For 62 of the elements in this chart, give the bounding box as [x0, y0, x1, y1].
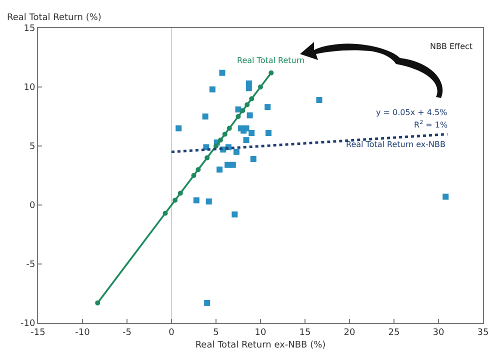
point: [209, 86, 216, 92]
x-tick-label: 30: [432, 328, 444, 338]
y-tick-label: -10: [20, 319, 36, 330]
point: [219, 70, 226, 76]
y-tick-label: 15: [24, 24, 36, 34]
point: [246, 85, 252, 92]
point: [226, 126, 232, 131]
y-tick-label: 0: [29, 201, 36, 212]
annotation: R$^{2}$ = 1%: [414, 119, 448, 130]
point: [204, 155, 210, 160]
x-tick-label: -10: [75, 328, 90, 338]
point: [266, 130, 272, 136]
point: [244, 102, 250, 108]
x-tick-label: 20: [344, 328, 356, 338]
y-tick-label: 5: [29, 142, 36, 152]
annotation: NBB Effect: [430, 42, 473, 51]
point: [204, 300, 210, 306]
x-tick-label: 15: [299, 328, 311, 338]
x-tick-label: 0: [168, 328, 175, 338]
point: [202, 114, 208, 120]
point: [224, 162, 231, 168]
point: [233, 148, 240, 155]
x-tick-label: -15: [30, 328, 46, 338]
point: [193, 197, 200, 204]
y-tick-label: 10: [24, 83, 36, 94]
point: [196, 167, 201, 172]
point: [178, 190, 183, 196]
point: [236, 114, 241, 119]
point: [249, 96, 254, 102]
y-tick-label: -5: [26, 260, 36, 270]
point: [230, 162, 236, 168]
x-tick-label: 10: [254, 328, 266, 338]
point: [232, 211, 238, 218]
point: [191, 173, 196, 178]
point: [248, 130, 255, 136]
series-label: Real Total Return ex-NBB: [346, 140, 446, 149]
point: [243, 137, 250, 144]
annotation: y = 0.05x + 4.5%: [376, 108, 448, 117]
point: [216, 166, 223, 173]
y-axis-title: Real Total Return (%): [7, 13, 102, 23]
point: [214, 144, 218, 148]
x-tick-label: 25: [388, 328, 400, 338]
point: [162, 210, 168, 216]
point: [268, 70, 274, 76]
x-tick-label: 5: [213, 328, 219, 338]
point: [264, 104, 271, 110]
point: [172, 198, 178, 203]
point: [222, 132, 228, 137]
x-tick-label: 35: [477, 328, 489, 338]
series-label: Real Total Return: [237, 56, 305, 65]
point: [250, 156, 256, 162]
x-axis-title: Real Total Return ex-NBB (%): [195, 340, 326, 351]
point: [258, 84, 263, 90]
point: [246, 112, 253, 118]
point: [442, 194, 449, 200]
point: [176, 125, 182, 132]
point: [316, 96, 322, 103]
point: [95, 300, 100, 306]
point: [218, 138, 223, 143]
point: [206, 198, 212, 204]
point: [240, 108, 246, 114]
x-tick-label: -5: [122, 328, 132, 338]
